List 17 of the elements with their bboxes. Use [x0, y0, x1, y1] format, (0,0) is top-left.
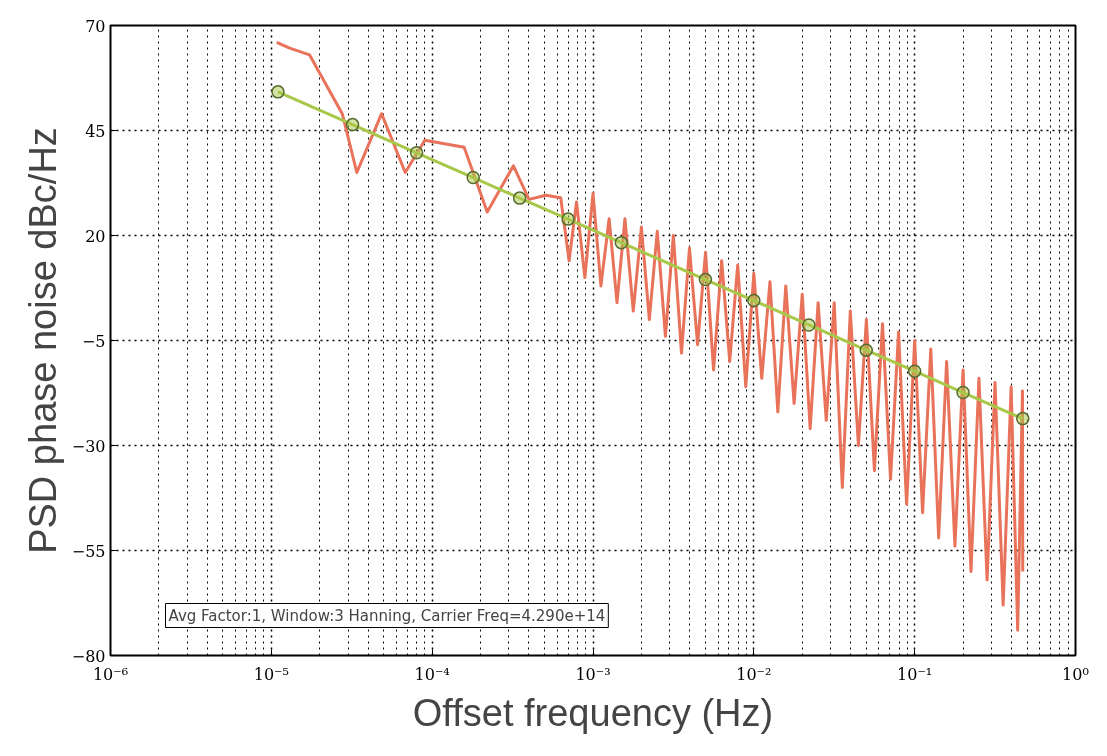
x-tick-label: 10⁻⁶ — [92, 664, 129, 684]
y-tick-label: 45 — [85, 121, 106, 141]
x-tick-label: 10⁻² — [736, 664, 772, 684]
y-tick-label: 70 — [85, 16, 106, 36]
y-axis-title: PSD phase noise dBc/Hz — [21, 127, 64, 554]
y-tick-label: −30 — [71, 436, 106, 456]
y-tick-label: −55 — [71, 541, 106, 561]
x-tick-label: 10⁻⁴ — [414, 664, 450, 684]
annotation: Avg Factor:1, Window:3 Hanning, Carrier Freq=4.290e+14 — [168, 606, 606, 625]
x-tick-label: 10⁻³ — [575, 664, 611, 684]
y-tick-label: −80 — [71, 646, 106, 666]
y-tick-label: 20 — [85, 226, 106, 246]
y-tick-label: −5 — [81, 331, 106, 351]
x-tick-label: 10⁻⁵ — [253, 664, 289, 684]
x-axis-title: Offset frequency (Hz) — [412, 691, 774, 734]
x-tick-label: 10⁰ — [1062, 664, 1089, 684]
x-tick-label: 10⁻¹ — [897, 664, 933, 684]
